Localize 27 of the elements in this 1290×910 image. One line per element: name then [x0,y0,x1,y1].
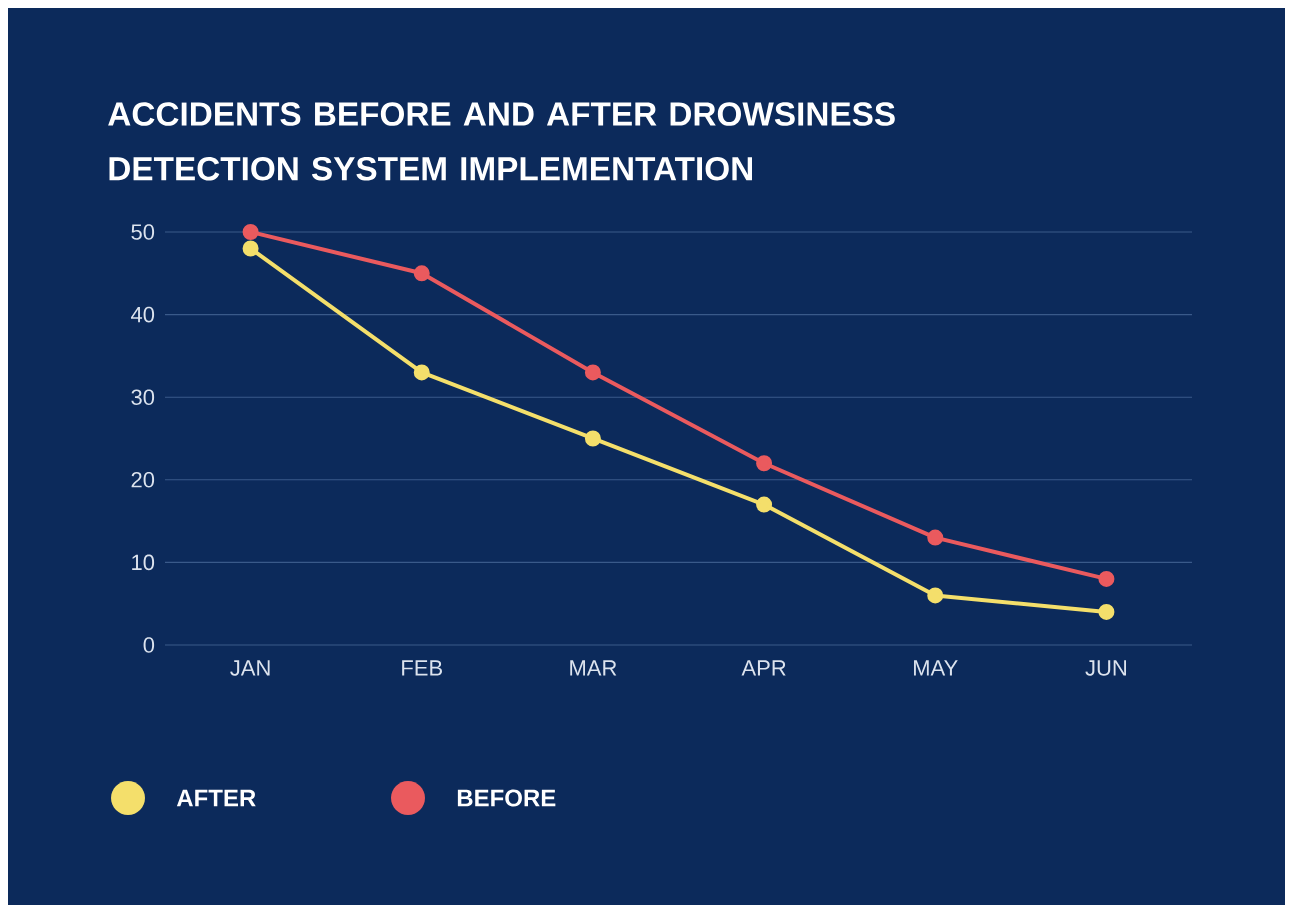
y-tick-label: 0 [143,637,155,653]
y-tick-label: 50 [131,224,155,240]
y-tick-label: 30 [131,389,155,405]
point [584,430,601,447]
y-tick-label: 10 [132,554,155,571]
point [1098,570,1115,587]
x-tick-label: JUN [1085,660,1126,676]
point [756,496,773,513]
y-tick-label: 40 [130,306,155,323]
point [242,223,259,240]
point [756,455,773,472]
x-tick-label: MAY [914,660,958,676]
point [927,587,944,604]
chart-title: ACCIDENTS BEFORE AND AFTER DROWSINESS DETECTION SYSTEM IMPLEMENTATION [108,102,895,181]
point [242,240,259,257]
y-tick-label: 20 [131,471,155,488]
point [1098,603,1115,620]
x-tick-label: JAN [230,660,270,676]
point [413,265,430,282]
x-tick-label: FEB [402,660,442,676]
point [413,364,430,381]
point [927,529,944,546]
legend-label: BEFORE [457,789,556,807]
point [584,364,601,381]
x-tick-label: APR [741,660,786,676]
legend-label: AFTER [176,789,256,807]
x-tick-label: MAR [570,660,617,676]
